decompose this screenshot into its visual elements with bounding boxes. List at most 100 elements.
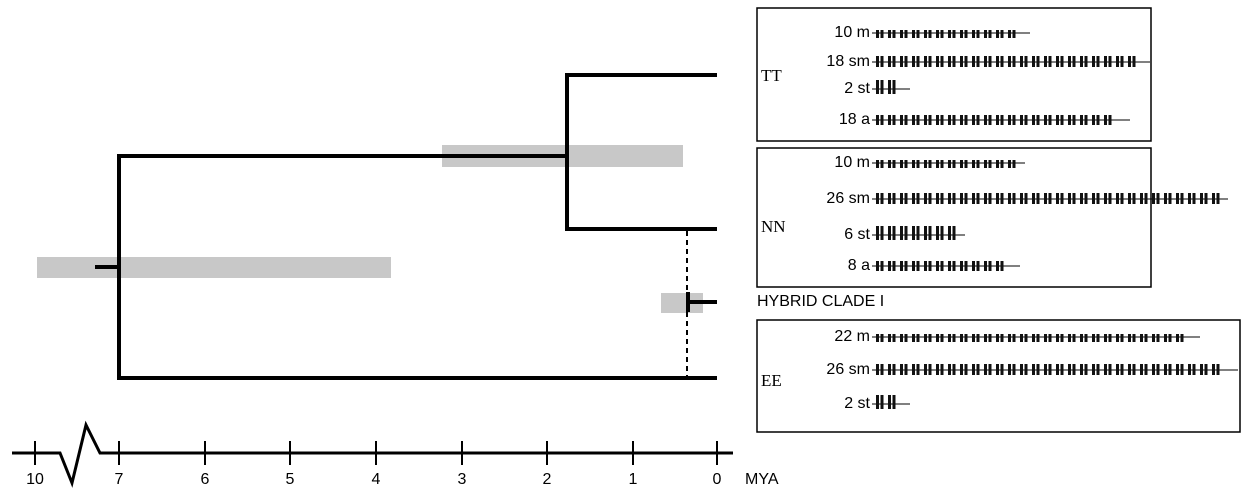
chromosome: [912, 334, 915, 342]
chromosome: [1144, 193, 1148, 204]
chromosome: [1080, 193, 1083, 204]
chromosome: [1152, 193, 1155, 204]
chromosome: [1020, 364, 1023, 375]
chromosome: [928, 30, 932, 38]
chromosome: [1072, 115, 1076, 125]
chromosome: [1116, 56, 1119, 67]
chromosome: [1068, 56, 1071, 67]
karyotype-row-label: 18 sm: [826, 53, 870, 70]
chromosome: [880, 115, 884, 125]
branches: [95, 73, 717, 380]
chromosome: [880, 364, 884, 375]
chromosome: [940, 261, 944, 271]
chromosome: [1096, 56, 1100, 67]
chromosome: [1096, 334, 1100, 342]
chromosome: [1008, 160, 1011, 168]
chromosome: [924, 364, 927, 375]
chromosome: [1180, 364, 1184, 375]
chromosome: [880, 56, 884, 67]
chromosome: [952, 364, 956, 375]
chromosome: [1032, 115, 1035, 125]
chromosome: [924, 160, 927, 168]
chromosome: [964, 115, 968, 125]
chromosome: [988, 193, 992, 204]
chromosome: [1132, 364, 1136, 375]
chromosome: [912, 160, 915, 168]
chromosome: [1024, 56, 1028, 67]
chromosome: [1056, 115, 1059, 125]
chromosome: [924, 30, 927, 38]
chromosome: [904, 226, 908, 240]
chromosome: [1200, 193, 1203, 204]
chromosome: [1008, 364, 1011, 375]
chromosome: [960, 30, 963, 38]
chromosome: [948, 56, 951, 67]
chromosome: [988, 364, 992, 375]
chromosome: [948, 160, 951, 168]
chromosome: [976, 193, 980, 204]
chromosome: [1024, 364, 1028, 375]
chromosome: [880, 30, 884, 38]
chromosome: [952, 334, 956, 342]
chromosome: [876, 115, 879, 125]
chromosome: [1132, 56, 1136, 67]
chromosome: [972, 364, 975, 375]
chromosome: [916, 115, 920, 125]
chromosome: [948, 30, 951, 38]
chromosome: [1000, 334, 1004, 342]
karyotype-row-label: 8 a: [848, 257, 870, 274]
chromosome: [1080, 56, 1083, 67]
chromosome: [876, 80, 879, 94]
chromosome: [984, 334, 987, 342]
chromosome: [1152, 334, 1155, 342]
chromosome: [892, 193, 896, 204]
chromosome: [1000, 115, 1004, 125]
genome-label: EE: [761, 371, 782, 390]
chromosome: [1068, 334, 1071, 342]
karyotype-row-label: 26 sm: [826, 361, 870, 378]
chromosome: [892, 30, 896, 38]
chromosome: [904, 30, 908, 38]
genome-label: TT: [761, 66, 782, 85]
chromosome: [1020, 334, 1023, 342]
chromosome: [892, 80, 896, 94]
chromosome: [1104, 334, 1107, 342]
chromosome: [972, 193, 975, 204]
chromosome: [880, 193, 884, 204]
chromosome: [1048, 56, 1052, 67]
chromosome: [1024, 334, 1028, 342]
chromosome: [876, 226, 879, 240]
chromosome: [1044, 364, 1047, 375]
chromosome: [988, 56, 992, 67]
chromosome: [960, 115, 963, 125]
chromosome: [1012, 56, 1016, 67]
chromosome: [1092, 364, 1095, 375]
chromosome: [1164, 193, 1167, 204]
chromosome: [912, 193, 915, 204]
chromosome: [1044, 193, 1047, 204]
chromosome: [888, 226, 891, 240]
karyotype-row-label: 26 sm: [826, 190, 870, 207]
chromosome: [1092, 56, 1095, 67]
chromosome: [900, 30, 903, 38]
chromosome: [1084, 364, 1088, 375]
chromosome: [960, 364, 963, 375]
chromosome: [976, 160, 980, 168]
chromosome: [928, 226, 932, 240]
chromosome: [880, 261, 884, 271]
chromosome: [904, 334, 908, 342]
chromosome: [1056, 56, 1059, 67]
chromosome: [1080, 334, 1083, 342]
chromosome: [1008, 193, 1011, 204]
axis-tick-label: 5: [286, 471, 295, 488]
chromosome: [876, 261, 879, 271]
chromosome: [1212, 364, 1215, 375]
chromosome: [1056, 334, 1059, 342]
axis-tick-label: 6: [201, 471, 210, 488]
chromosome: [996, 193, 999, 204]
chromosome: [912, 30, 915, 38]
chromosome: [972, 160, 975, 168]
chromosome: [960, 261, 963, 271]
chromosome: [996, 30, 999, 38]
chromosome: [964, 334, 968, 342]
